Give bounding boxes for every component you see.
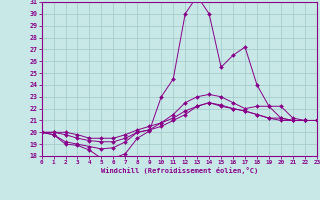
X-axis label: Windchill (Refroidissement éolien,°C): Windchill (Refroidissement éolien,°C): [100, 167, 258, 174]
